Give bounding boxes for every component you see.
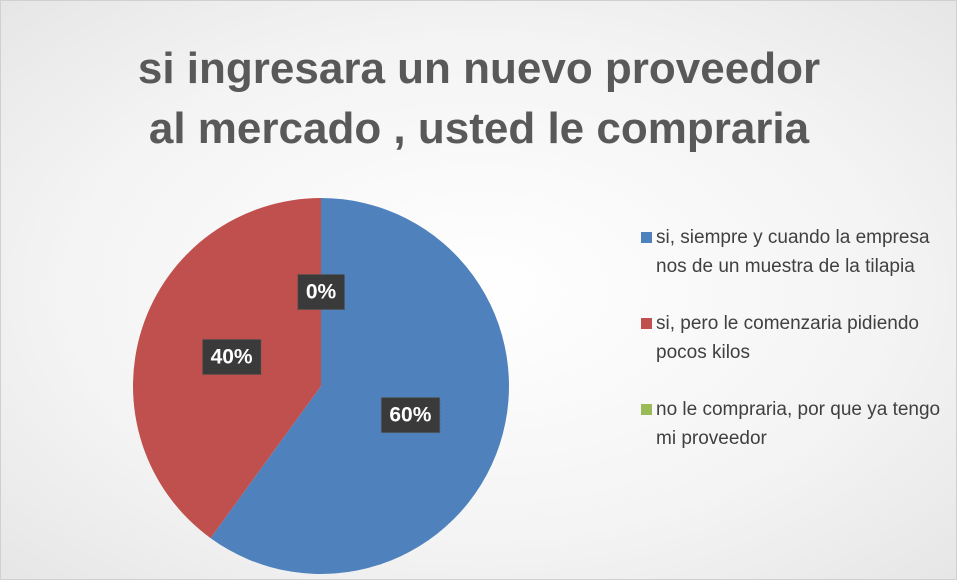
- data-label-box: [297, 274, 345, 311]
- data-label-text: 0%: [306, 281, 337, 304]
- data-label-text: 40%: [211, 345, 253, 368]
- data-label: 0%: [297, 274, 345, 311]
- legend: si, siempre y cuando la empresa nos de u…: [641, 223, 946, 481]
- legend-label: si, siempre y cuando la empresa nos de u…: [656, 227, 930, 277]
- legend-label: no le compraria, por que ya tengo mi pro…: [656, 399, 941, 449]
- data-label-text: 60%: [389, 404, 431, 427]
- legend-swatch: [641, 318, 652, 329]
- legend-swatch: [641, 404, 652, 415]
- chart-title: si ingresara un nuevo proveedor al merca…: [137, 44, 821, 153]
- data-label-box: [380, 397, 441, 434]
- data-label: 60%: [380, 397, 441, 434]
- legend-item: si, pero le comenzaria pidiendo pocos ki…: [641, 309, 946, 367]
- legend-item: no le compraria, por que ya tengo mi pro…: [641, 395, 946, 453]
- data-label-box: [202, 338, 262, 375]
- legend-item: si, siempre y cuando la empresa nos de u…: [641, 223, 946, 281]
- legend-swatch: [641, 232, 652, 243]
- legend-label: si, pero le comenzaria pidiendo pocos ki…: [656, 313, 919, 363]
- pie-slice: [210, 198, 510, 574]
- data-label: 40%: [202, 338, 262, 375]
